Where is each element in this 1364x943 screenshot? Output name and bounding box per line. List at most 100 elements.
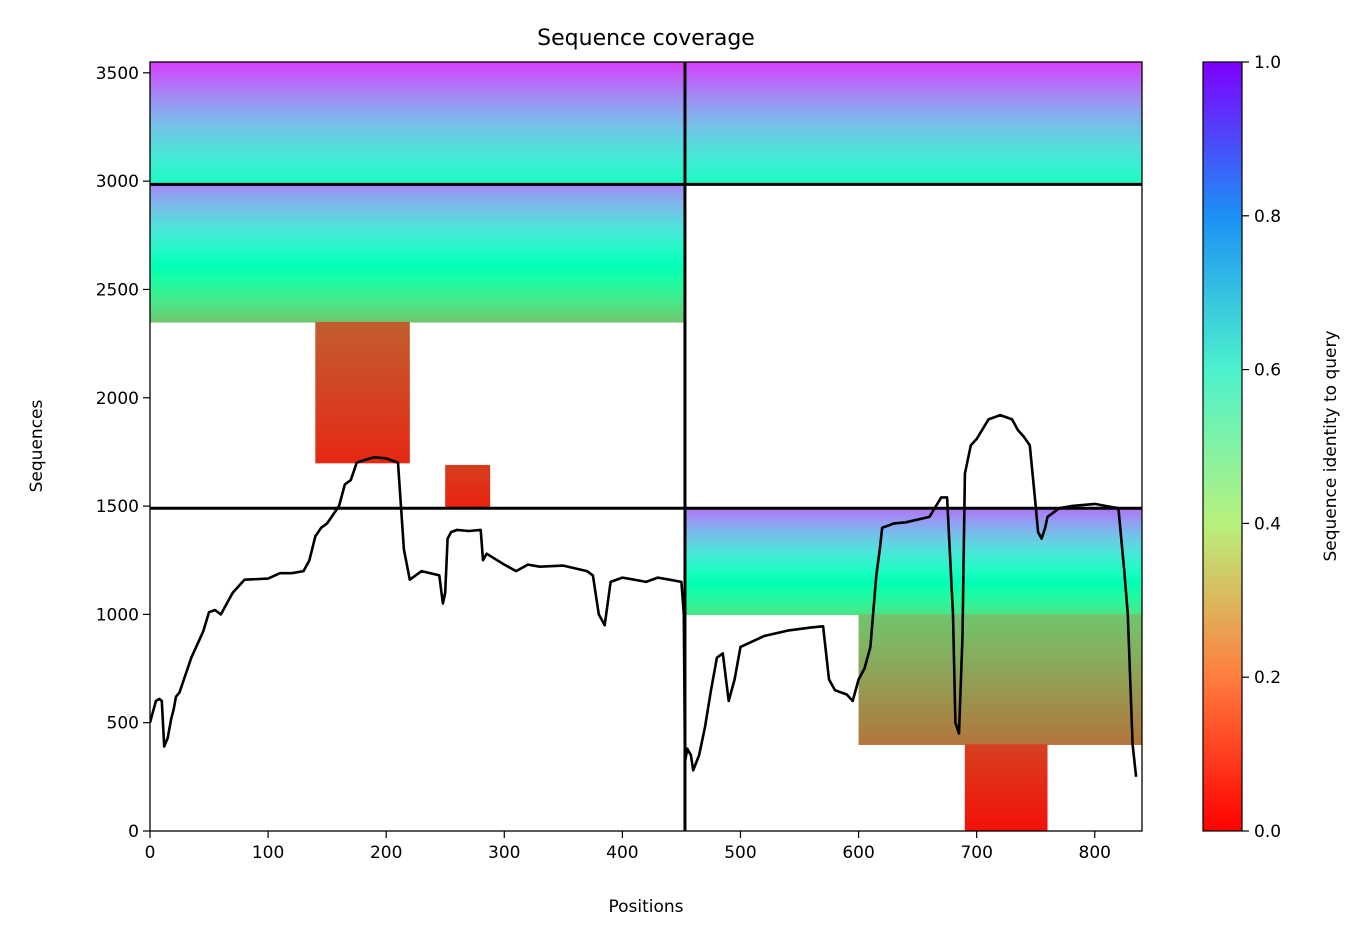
coverage-stripe: [150, 304, 685, 309]
coverage-block: [858, 614, 1142, 745]
coverage-stripe: [315, 378, 410, 383]
coverage-stripe: [684, 62, 1142, 66]
coverage-stripe: [964, 779, 1048, 782]
coverage-stripe: [964, 785, 1048, 789]
coverage-stripe: [858, 685, 1142, 690]
coverage-stripe: [150, 208, 685, 213]
coverage-stripe: [684, 550, 1142, 554]
coverage-stripe: [315, 325, 410, 330]
coverage-stripe: [684, 585, 1142, 589]
coverage-stripe: [858, 666, 1142, 671]
coverage-stripe: [858, 679, 1142, 684]
coverage-stripe: [150, 246, 685, 251]
coverage-stripe: [315, 321, 410, 327]
coverage-stripe: [445, 470, 491, 473]
coverage-stripe: [964, 809, 1048, 813]
coverage-stripe: [315, 364, 410, 369]
coverage-stripe: [964, 792, 1048, 795]
coverage-stripe: [858, 669, 1142, 674]
coverage-stripe: [964, 759, 1048, 763]
coverage-stripe: [150, 101, 685, 106]
coverage-stripe: [964, 757, 1048, 761]
coverage-stripe: [150, 138, 685, 143]
y-tick-label: 1500: [96, 497, 139, 517]
coverage-stripe: [684, 138, 1142, 143]
coverage-stripe: [150, 225, 685, 230]
coverage-stripe: [684, 77, 1142, 81]
coverage-stripe: [315, 441, 410, 446]
coverage-stripe: [684, 526, 1142, 531]
coverage-stripe: [150, 65, 685, 69]
coverage-stripe: [315, 399, 410, 404]
coverage-stripe: [684, 532, 1142, 536]
coverage-block: [684, 62, 1142, 185]
coverage-stripe: [684, 132, 1142, 137]
coverage-stripe: [684, 83, 1142, 88]
chart-title: Sequence coverage: [537, 26, 755, 51]
coverage-stripe: [684, 566, 1142, 570]
coverage-stripe: [964, 807, 1048, 810]
coverage-stripe: [445, 497, 491, 500]
coverage-stripe: [964, 800, 1048, 804]
colorbar-tick-label: 0.2: [1254, 668, 1281, 688]
coverage-stripe: [858, 711, 1142, 716]
coverage-stripe: [150, 294, 685, 299]
coverage-stripe: [964, 805, 1048, 808]
coverage-stripe: [445, 489, 491, 492]
coverage-stripe: [684, 524, 1142, 528]
coverage-stripe: [684, 135, 1142, 140]
coverage-stripe: [445, 496, 491, 499]
x-tick-label: 400: [606, 843, 638, 863]
coverage-stripe: [150, 249, 685, 254]
coverage-stripe: [964, 787, 1048, 791]
coverage-stripe: [445, 472, 491, 475]
coverage-stripe: [858, 728, 1142, 732]
coverage-stripe: [150, 308, 685, 313]
coverage-stripe: [150, 235, 685, 241]
coverage-stripe: [858, 672, 1142, 677]
coverage-stripe: [964, 744, 1048, 748]
coverage-stripe: [684, 595, 1142, 600]
coverage-stripe: [858, 718, 1142, 723]
coverage-stripe: [684, 571, 1142, 576]
coverage-stripe: [150, 159, 685, 164]
coverage-stripe: [964, 768, 1048, 771]
coverage-stripe: [445, 465, 491, 468]
colorbar-label: Sequence identity to query: [1321, 330, 1341, 561]
colorbar-tick-label: 0.6: [1254, 361, 1281, 381]
coverage-stripe: [858, 734, 1142, 739]
coverage-stripe: [858, 708, 1142, 713]
coverage-block: [150, 62, 685, 185]
coverage-stripe: [684, 540, 1142, 544]
coverage-stripe: [315, 336, 410, 341]
coverage-stripe: [858, 659, 1142, 664]
coverage-stripe: [445, 473, 491, 476]
coverage-stripe: [684, 169, 1142, 173]
coverage-stripe: [684, 172, 1142, 176]
coverage-stripe: [150, 205, 685, 210]
coverage-stripe: [150, 98, 685, 103]
x-tick-label: 700: [960, 843, 992, 863]
coverage-stripe: [684, 577, 1142, 581]
plot-frame: [149, 61, 1143, 832]
y-tick-label: 3000: [96, 172, 139, 192]
coverage-stripe: [315, 406, 410, 411]
coverage-stripe: [964, 746, 1048, 750]
coverage-stripe: [150, 83, 685, 88]
coverage-stripe: [445, 488, 491, 491]
coverage-stripe: [684, 598, 1142, 602]
coverage-stripe: [684, 117, 1142, 121]
coverage-stripe: [445, 483, 491, 486]
coverage-stripe: [964, 798, 1048, 802]
coverage-stripe: [858, 676, 1142, 680]
x-tick-label: 300: [488, 843, 520, 863]
coverage-stripe: [150, 95, 685, 100]
coverage-stripe: [150, 211, 685, 216]
coverage-stripe: [150, 297, 685, 302]
coverage-stripe: [445, 482, 491, 484]
coverage-stripe: [150, 201, 685, 206]
coverage-stripe: [684, 534, 1142, 539]
coverage-stripe: [445, 499, 491, 502]
coverage-stripe: [445, 477, 491, 480]
